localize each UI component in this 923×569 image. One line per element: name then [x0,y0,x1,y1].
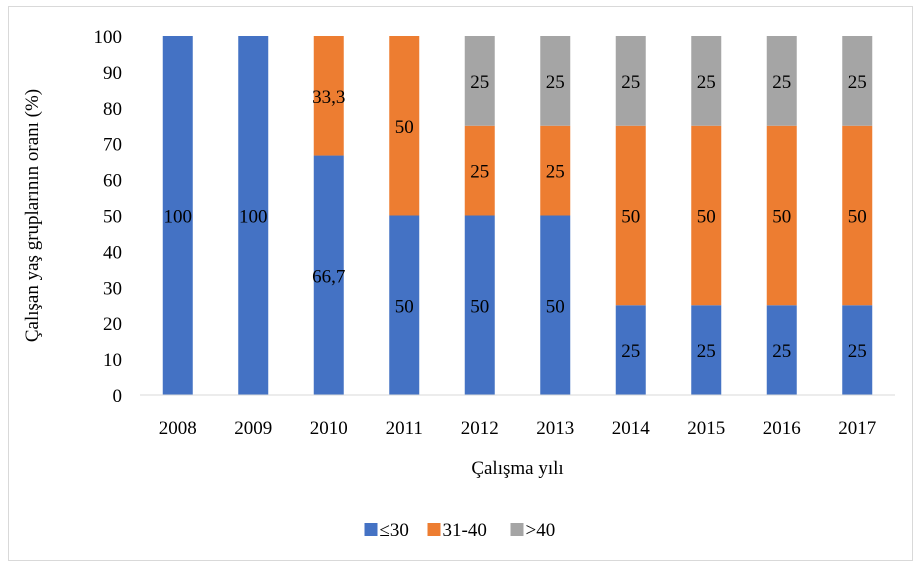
data-label-≤30-2015: 25 [697,341,716,362]
data-label-31-40-2016: 50 [772,207,791,228]
legend-swatch [510,523,524,536]
x-axis-title: Çalışma yılı [471,458,563,479]
bar-≤30-2012 [464,215,495,395]
data-label-31-40-2017: 50 [848,207,867,228]
bar-31-40-2013 [540,125,571,216]
y-tick-label: 70 [103,135,122,156]
y-tick-label: 60 [103,171,122,192]
x-tick-label: 2012 [461,418,499,439]
data-label-31-40-2015: 50 [697,207,716,228]
legend-swatch [364,523,378,536]
bar-≤30-2015 [691,305,722,395]
bar->40-2012 [464,36,495,126]
y-tick-label: 30 [103,278,122,299]
bar-≤30-2011 [389,215,420,395]
x-tick-label: 2013 [536,418,574,439]
bar-≤30-2010 [313,155,344,395]
data-label-≤30-2016: 25 [772,341,791,362]
data-label->40-2013: 25 [546,72,565,93]
y-tick-label: 40 [103,242,122,263]
bars-layer [162,36,873,395]
bar-≤30-2013 [540,215,571,395]
y-tick-label: 80 [103,99,122,120]
legend-label: 31-40 [443,520,487,541]
bar-≤30-2014 [615,305,646,395]
bar->40-2016 [766,36,797,126]
y-tick-label: 50 [103,207,122,228]
data-label-≤30-2010: 66,7 [312,266,345,287]
bar->40-2015 [691,36,722,126]
bar-≤30-2017 [842,305,873,395]
data-label->40-2016: 25 [772,72,791,93]
data-label-≤30-2011: 50 [395,296,414,317]
data-label-≤30-2009: 100 [239,207,268,228]
y-tick-label: 0 [113,386,123,407]
y-axis-ticks: 0 10 20 30 40 50 60 70 80 90 100 [94,27,123,407]
data-label->40-2015: 25 [697,72,716,93]
data-label-31-40-2010: 33,3 [312,87,345,108]
legend-swatch [427,523,441,536]
y-tick-label: 100 [94,27,123,48]
bar-≤30-2009 [238,36,269,395]
x-tick-label: 2016 [763,418,801,439]
bar-31-40-2017 [842,125,873,306]
data-label-31-40-2014: 50 [621,207,640,228]
bar->40-2013 [540,36,571,126]
x-tick-label: 2017 [838,418,876,439]
data-label->40-2017: 25 [848,72,867,93]
x-tick-label: 2010 [310,418,348,439]
data-label-≤30-2014: 25 [621,341,640,362]
x-axis-ticks: 2008 2009 2010 2011 2012 2013 2014 2015 2016 2017 [159,418,877,439]
data-label-31-40-2011: 50 [395,117,414,138]
bar-31-40-2010 [313,36,344,156]
legend-label: ≤30 [380,520,409,541]
bar-31-40-2016 [766,125,797,306]
y-tick-label: 90 [103,63,122,84]
data-label->40-2014: 25 [621,72,640,93]
data-labels-layer: 100 100 66,7 33,3 50 50 50 25 25 50 25 25 25 50 25 25 50… [164,72,867,362]
x-tick-label: 2015 [687,418,725,439]
data-label-≤30-2017: 25 [848,341,867,362]
bar-≤30-2016 [766,305,797,395]
y-axis-title: Çalışan yaş gruplarının oranı (%) [22,89,43,342]
data-label-≤30-2012: 50 [470,296,489,317]
data-label-≤30-2013: 50 [546,296,565,317]
legend: ≤30 31-40 >40 [364,520,556,541]
x-tick-label: 2008 [159,418,197,439]
x-tick-label: 2014 [612,418,651,439]
data-label-31-40-2013: 25 [546,162,565,183]
data-label-31-40-2012: 25 [470,162,489,183]
bar->40-2017 [842,36,873,126]
data-label->40-2012: 25 [470,72,489,93]
legend-label: >40 [526,520,556,541]
bar-31-40-2011 [389,36,420,216]
x-tick-label: 2011 [386,418,423,439]
bar-≤30-2008 [162,36,193,395]
bar->40-2014 [615,36,646,126]
bar-31-40-2012 [464,125,495,216]
x-tick-label: 2009 [234,418,272,439]
y-tick-label: 20 [103,314,122,335]
chart-frame [8,6,913,561]
y-tick-label: 10 [103,350,122,371]
data-label-≤30-2008: 100 [164,207,193,228]
bar-31-40-2015 [691,125,722,306]
bar-31-40-2014 [615,125,646,306]
